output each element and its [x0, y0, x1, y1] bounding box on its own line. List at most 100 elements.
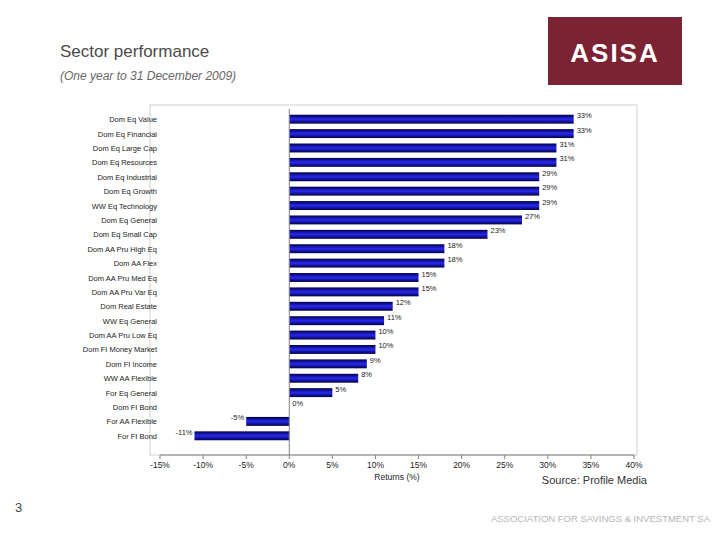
category-label: Dom FI Money Market [83, 345, 158, 354]
x-tick [289, 455, 290, 459]
x-tick-label: 40% [625, 460, 642, 470]
data-label: 0% [292, 399, 303, 408]
category-label: Dom AA Pru Var Eq [92, 288, 157, 297]
category-label: Dom Eq Small Cap [93, 230, 157, 239]
logo-box [548, 17, 682, 85]
data-label: 12% [396, 298, 411, 307]
bar [289, 230, 487, 239]
bar [289, 158, 556, 167]
bars [194, 115, 573, 441]
data-label: 8% [361, 370, 372, 379]
category-label: Dom Eq General [101, 216, 157, 225]
x-tick-label: 10% [367, 460, 384, 470]
bar [289, 129, 573, 138]
category-label: Dom Eq Growth [104, 187, 157, 196]
bar [289, 359, 367, 368]
data-label: 29% [542, 169, 557, 178]
data-label: -5% [231, 413, 245, 422]
x-tick-label: 35% [582, 460, 599, 470]
x-tick [160, 455, 161, 459]
page: {"chart_data": {"type": "bar", "orientat… [0, 0, 720, 540]
bar [289, 259, 444, 268]
bar [289, 244, 444, 253]
data-label: 18% [447, 255, 462, 264]
x-tick [246, 455, 247, 459]
logo: ASISA [570, 38, 659, 68]
x-tick-label: -10% [193, 460, 213, 470]
category-label: WW Eq General [103, 317, 158, 326]
bar [289, 201, 539, 210]
data-label: 10% [378, 327, 393, 336]
x-tick [203, 455, 204, 459]
x-tick-label: 5% [326, 460, 339, 470]
bar [289, 287, 418, 296]
data-label: -11% [176, 428, 193, 437]
category-label: Dom FI Income [106, 360, 157, 369]
category-label: For AA Flexible [107, 417, 157, 426]
x-tick-label: 30% [539, 460, 556, 470]
category-label: Dom AA Flex [114, 259, 158, 268]
x-tick [547, 455, 548, 459]
footer: ASSOCIATION FOR SAVINGS & INVESTMENT SA [491, 513, 711, 524]
category-label: Dom Eq Industrial [97, 173, 157, 182]
x-tick [504, 455, 505, 459]
title: Sector performance [60, 42, 209, 61]
data-label: 9% [370, 356, 381, 365]
bar [289, 316, 384, 325]
data-label: 33% [577, 111, 592, 120]
x-tick-label: 20% [453, 460, 470, 470]
category-label: Dom Eq Resources [92, 158, 157, 167]
data-label: 11% [387, 313, 402, 322]
bar [289, 215, 522, 224]
data-label: 15% [422, 270, 437, 279]
x-tick [375, 455, 376, 459]
slide: Sector performance (One year to 31 Decemb… [0, 0, 720, 540]
category-label: Dom AA Pru Med Eq [88, 274, 157, 283]
data-label: 15% [422, 284, 437, 293]
x-tick [418, 455, 419, 459]
page-number: 3 [15, 500, 22, 515]
x-tick-label: -15% [150, 460, 170, 470]
bar [289, 388, 332, 397]
category-label: Dom AA Pru Low Eq [89, 331, 157, 340]
category-label: Dom FI Bond [113, 403, 157, 412]
data-label: 29% [542, 183, 557, 192]
x-tick [332, 455, 333, 459]
subtitle: (One year to 31 December 2009) [60, 69, 236, 83]
data-label: 5% [335, 385, 346, 394]
x-tick-label: 0% [283, 460, 296, 470]
labels: Dom Eq Value33%Dom Eq Financial33%Dom Eq… [83, 111, 592, 441]
category-label: WW Eq Technology [92, 202, 158, 211]
bar [289, 331, 375, 340]
data-label: 18% [447, 241, 462, 250]
x-tick [590, 455, 591, 459]
x-axis-line [160, 455, 634, 456]
bar [289, 144, 556, 153]
data-label: 31% [559, 140, 574, 149]
bar [289, 273, 418, 282]
x-tick-label: -5% [239, 460, 255, 470]
category-label: For FI Bond [117, 432, 157, 441]
source: Source: Profile Media [542, 474, 648, 486]
category-label: Dom AA Pru High Eq [87, 245, 157, 254]
bar [246, 417, 289, 426]
data-label: 27% [525, 212, 540, 221]
data-label: 29% [542, 198, 557, 207]
plot-frame [150, 105, 637, 455]
x-axis-label: Returns (%) [374, 472, 420, 482]
x-tick-label: 25% [496, 460, 513, 470]
x-tick-label: 15% [410, 460, 427, 470]
bar [289, 345, 375, 354]
bar [289, 374, 358, 383]
category-label: Dom Eq Large Cap [93, 144, 157, 153]
category-axis-line [289, 109, 290, 455]
data-label: 33% [577, 126, 592, 135]
bar [289, 172, 539, 181]
category-label: WW AA Flexible [104, 374, 157, 383]
bar [194, 431, 289, 440]
data-label: 31% [559, 154, 574, 163]
x-tick [461, 455, 462, 459]
bar [289, 115, 573, 124]
category-label: Dom Eq Value [109, 115, 157, 124]
category-label: For Eq General [106, 389, 158, 398]
